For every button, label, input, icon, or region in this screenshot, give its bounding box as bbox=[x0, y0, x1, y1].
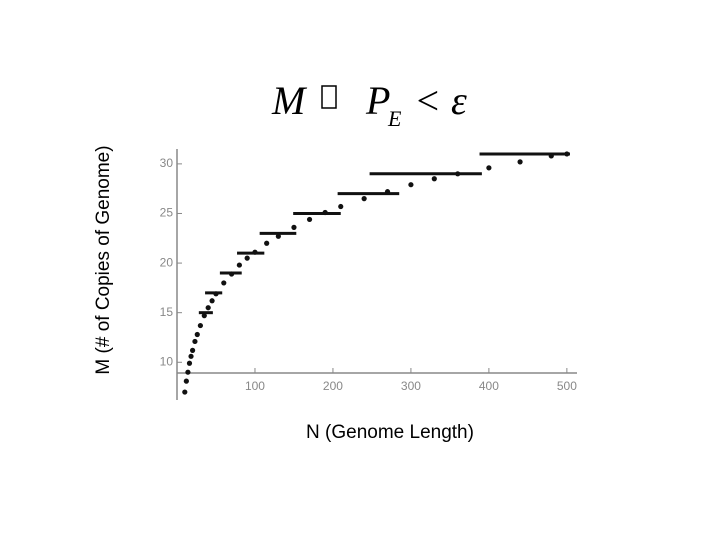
x-tick-label: 400 bbox=[479, 379, 499, 393]
y-tick-label: 30 bbox=[160, 156, 174, 170]
data-point bbox=[183, 378, 189, 384]
data-point bbox=[186, 360, 193, 366]
data-point bbox=[192, 338, 198, 345]
data-point bbox=[338, 203, 344, 210]
x-tick-label: 300 bbox=[401, 379, 421, 393]
title-lhs: M bbox=[271, 78, 308, 123]
data-point bbox=[361, 196, 367, 202]
data-point bbox=[182, 389, 188, 395]
missing-glyph bbox=[321, 85, 337, 109]
x-tick-label: 100 bbox=[245, 379, 265, 393]
y-axis-label: M (# of Copies of Genome) bbox=[93, 145, 114, 374]
x-tick-label: 200 bbox=[323, 379, 343, 393]
y-tick-label: 25 bbox=[160, 206, 174, 220]
data-point bbox=[275, 233, 281, 239]
title-main: P bbox=[365, 78, 390, 123]
data-point bbox=[205, 305, 211, 311]
data-point bbox=[194, 331, 200, 338]
data-point bbox=[221, 280, 227, 286]
data-point bbox=[244, 255, 250, 261]
data-point bbox=[197, 322, 203, 329]
title-sub: E bbox=[387, 106, 402, 131]
y-tick-label: 15 bbox=[160, 305, 174, 319]
x-tick-label: 500 bbox=[557, 379, 577, 393]
y-tick-label: 20 bbox=[160, 255, 174, 269]
data-point bbox=[185, 369, 191, 375]
x-axis-label: N (Genome Length) bbox=[306, 422, 474, 443]
data-point bbox=[431, 176, 437, 182]
data-point bbox=[189, 347, 196, 353]
data-point bbox=[201, 313, 207, 319]
data-point bbox=[188, 353, 194, 359]
data-point bbox=[517, 159, 523, 165]
data-point bbox=[291, 224, 297, 230]
data-point bbox=[236, 262, 242, 268]
data-point bbox=[264, 240, 270, 246]
data-point bbox=[486, 165, 492, 171]
title-rhs: < ε bbox=[414, 78, 467, 123]
y-tick-label: 10 bbox=[160, 354, 174, 368]
data-point bbox=[209, 298, 215, 304]
data-point bbox=[306, 216, 313, 223]
data-point bbox=[408, 182, 414, 188]
